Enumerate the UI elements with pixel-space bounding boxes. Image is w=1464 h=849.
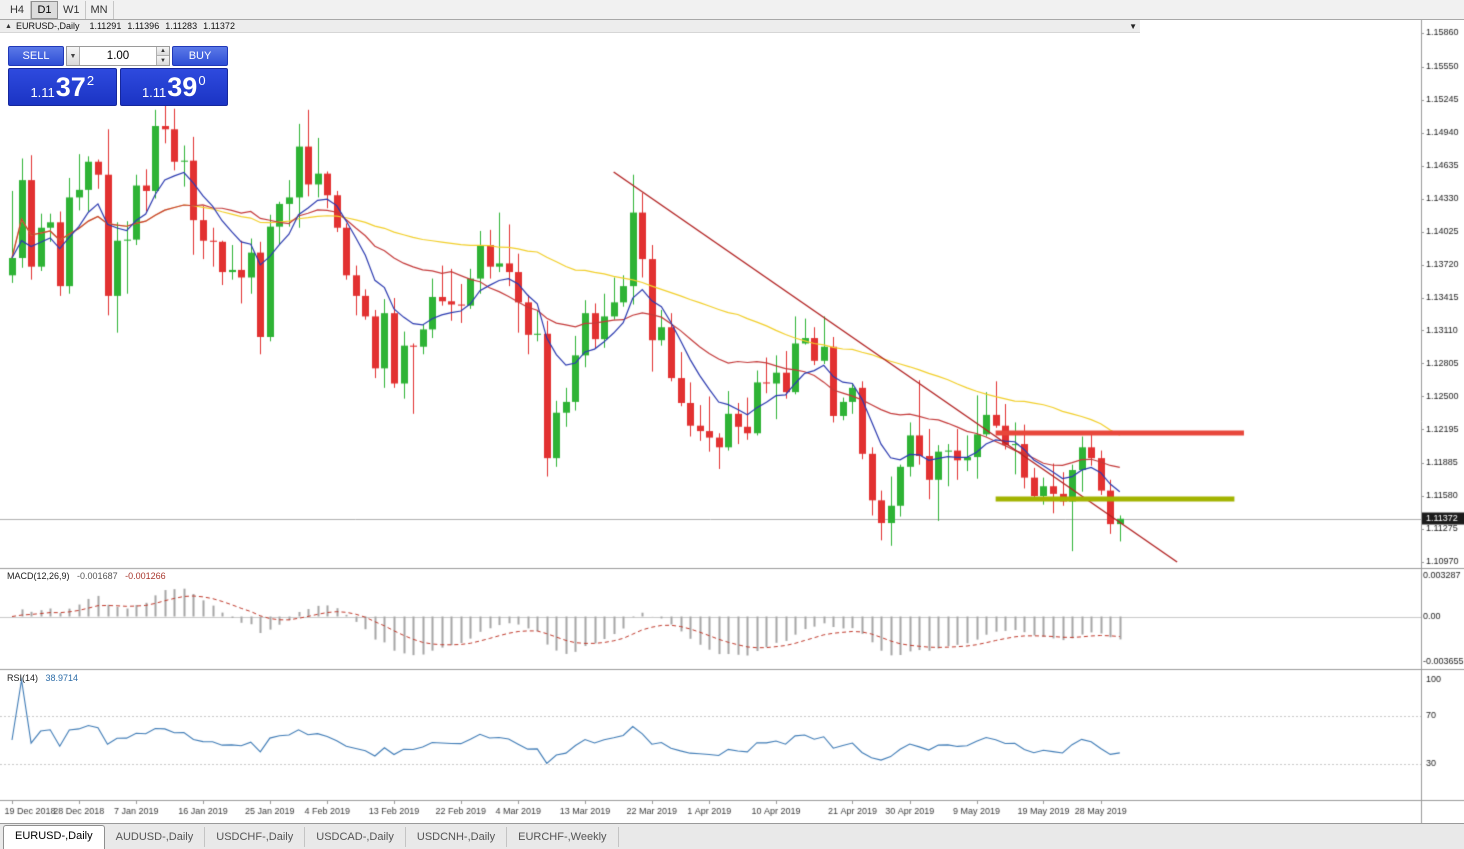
- macd-signal-value: -0.001266: [125, 571, 166, 581]
- timeframe-toolbar: H4 D1 W1 MN: [0, 0, 1464, 20]
- chart-tab-eurchf-weekly[interactable]: EURCHF-,Weekly: [507, 827, 619, 847]
- sell-button[interactable]: SELL: [8, 46, 64, 66]
- volume-increase-button[interactable]: ▲: [157, 47, 169, 56]
- timeframe-button-mn[interactable]: MN: [86, 0, 114, 19]
- buy-price-point: 0: [198, 73, 206, 88]
- rsi-value: 38.9714: [45, 673, 79, 683]
- timeframe-button-h4[interactable]: H4: [4, 0, 31, 19]
- buy-price-prefix: 1.11: [141, 85, 167, 100]
- sell-price-prefix: 1.11: [30, 85, 55, 100]
- rsi-name: RSI(14): [7, 673, 39, 683]
- chart-tab-usdchf-daily[interactable]: USDCHF-,Daily: [205, 827, 306, 847]
- dropdown-arrow-icon: ▼: [69, 52, 77, 60]
- timeframe-button-w1[interactable]: W1: [58, 0, 86, 19]
- buy-button[interactable]: BUY: [172, 46, 228, 66]
- chart-symbol-label: EURUSD-,Daily: [15, 21, 80, 31]
- macd-indicator-label: MACD(12,26,9) -0.001687 -0.001266: [7, 571, 166, 581]
- volume-decrease-button[interactable]: ▼: [157, 56, 169, 65]
- macd-main-value: -0.001687: [77, 571, 118, 581]
- chart-tab-eurusd-daily[interactable]: EURUSD-,Daily: [3, 825, 105, 849]
- chart-tab-bar: EURUSD-,Daily AUDUSD-,Daily USDCHF-,Daily U…: [0, 823, 1464, 849]
- sell-price-button[interactable]: 1.11 37 2: [8, 68, 117, 106]
- chart-window: ▲ EURUSD-,Daily 1.11291 1.11396 1.11283 …: [0, 20, 1464, 823]
- price-chart-canvas[interactable]: [0, 20, 1464, 823]
- volume-input[interactable]: [80, 47, 156, 65]
- volume-box: ▼ ▲ ▼: [66, 46, 170, 66]
- one-click-trading-panel: SELL ▼ ▲ ▼ BUY 1.11 37 2 1.11 39: [8, 46, 228, 106]
- trend-up-icon: ▲: [5, 22, 12, 30]
- ohlc-open-value: 1.11291: [89, 21, 122, 31]
- rsi-indicator-label: RSI(14) 38.9714: [7, 673, 78, 683]
- buy-price-pips: 39: [167, 72, 198, 102]
- sell-price-pips: 37: [55, 72, 86, 102]
- sell-price-point: 2: [86, 73, 95, 88]
- volume-dropdown-button[interactable]: ▼: [67, 47, 80, 65]
- chart-tab-usdcnh-daily[interactable]: USDCNH-,Daily: [406, 827, 508, 847]
- chart-ohlc-info: ▲ EURUSD-,Daily 1.11291 1.11396 1.11283 …: [0, 20, 1140, 33]
- timeframe-button-d1[interactable]: D1: [31, 0, 58, 19]
- ohlc-low-value: 1.11283: [165, 21, 198, 31]
- macd-name: MACD(12,26,9): [7, 571, 70, 581]
- volume-spinner: ▲ ▼: [156, 47, 169, 65]
- ohlc-close-value: 1.11372: [203, 21, 235, 31]
- ohlc-high-value: 1.11396: [127, 21, 160, 31]
- chart-tab-audusd-daily[interactable]: AUDUSD-,Daily: [105, 827, 206, 847]
- buy-price-button[interactable]: 1.11 39 0: [119, 68, 228, 106]
- chart-tab-usdcad-daily[interactable]: USDCAD-,Daily: [305, 827, 406, 847]
- chart-shift-marker-icon: ▼: [1129, 21, 1137, 31]
